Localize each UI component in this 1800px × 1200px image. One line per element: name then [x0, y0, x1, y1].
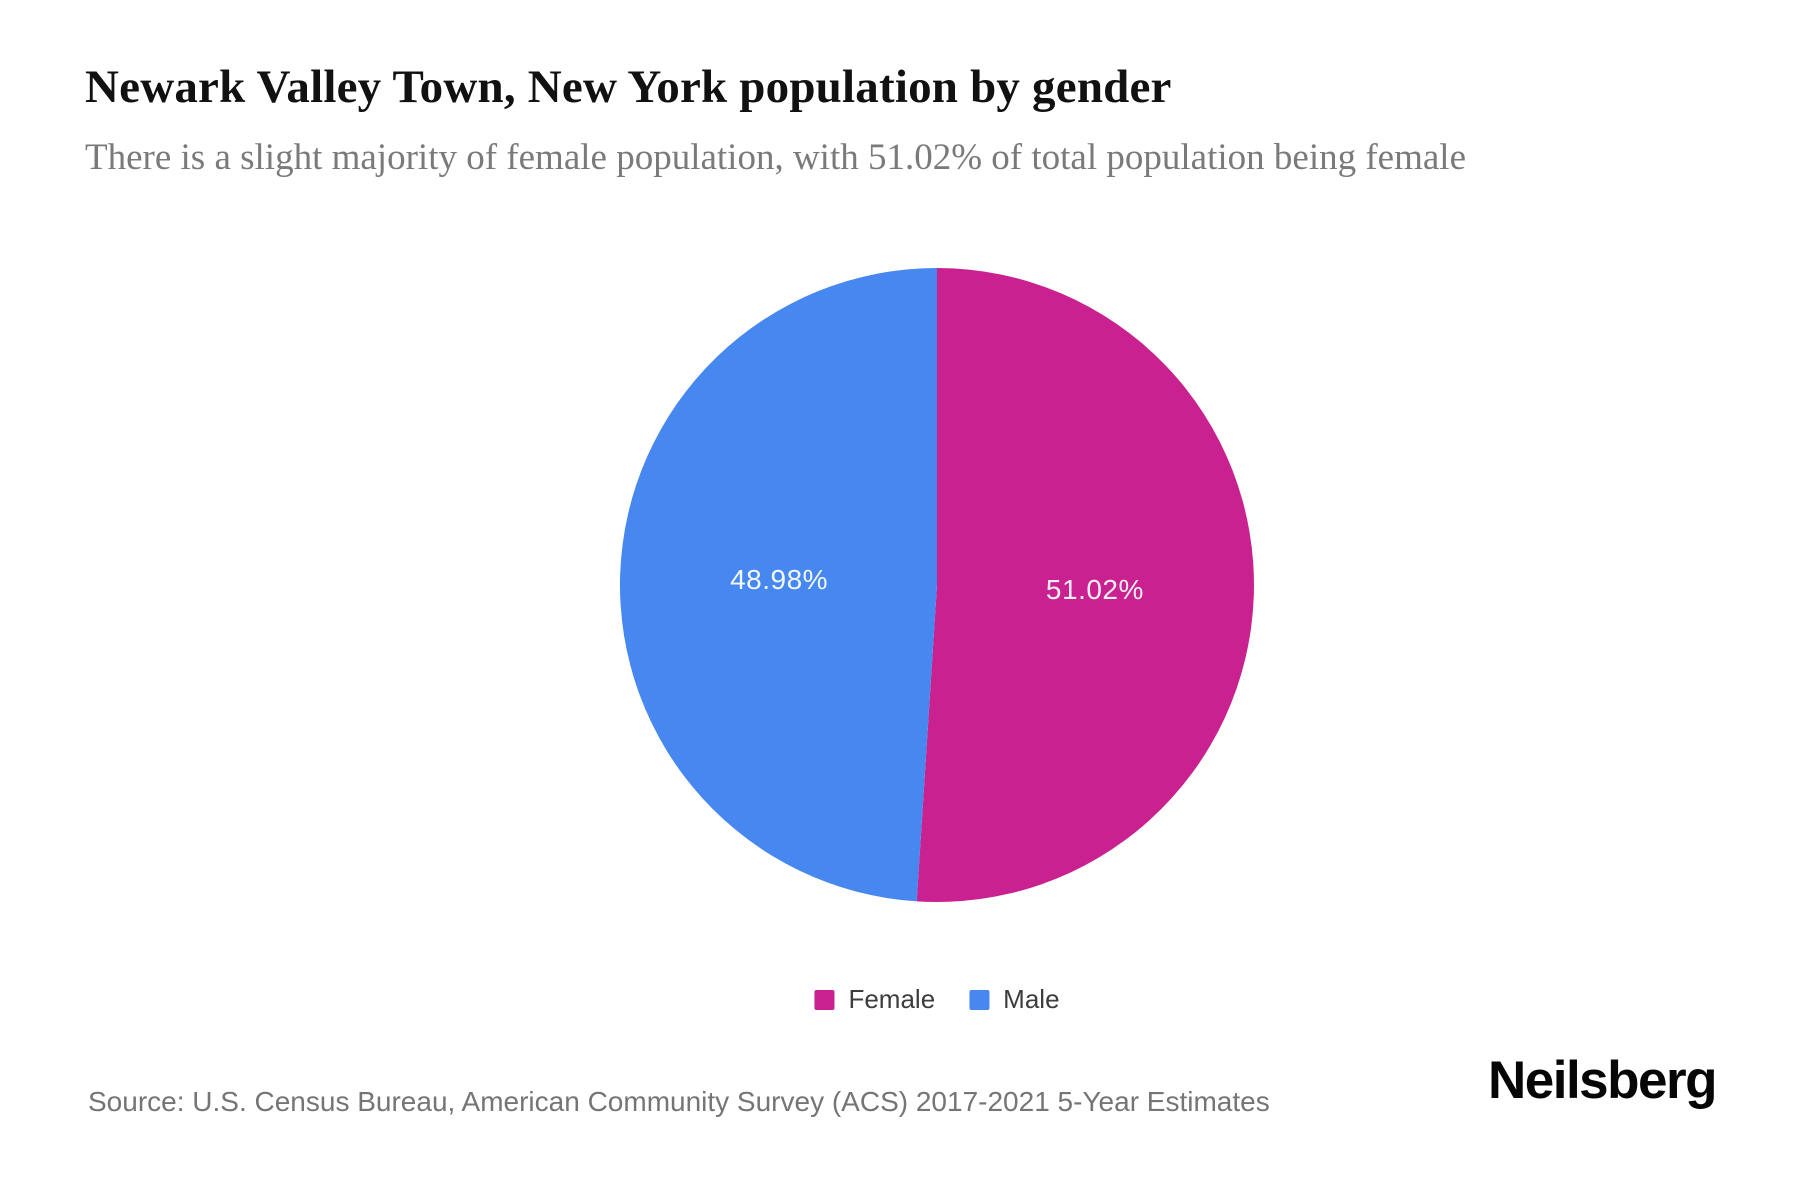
legend-item-female[interactable]: Female [814, 984, 935, 1015]
pie-slice-female[interactable] [916, 268, 1254, 902]
slice-value-label-female: 51.02% [1045, 574, 1144, 606]
source-text: Source: U.S. Census Bureau, American Com… [88, 1086, 1270, 1117]
legend-label: Male [1003, 984, 1060, 1014]
legend: Female Male [814, 984, 1060, 1015]
slice-value-label-male: 48.98% [730, 563, 829, 595]
legend-swatch-female [814, 989, 835, 1010]
pie-slice-male[interactable] [619, 268, 937, 902]
chart-title: Newark Valley Town, New York population … [85, 61, 1172, 113]
chart-subtitle: There is a slight majority of female pop… [85, 137, 1466, 178]
legend-label: Female [848, 984, 936, 1014]
legend-item-male[interactable]: Male [969, 984, 1060, 1015]
legend-swatch-male [969, 989, 990, 1010]
brand-logo: Neilsberg [1487, 1051, 1718, 1110]
